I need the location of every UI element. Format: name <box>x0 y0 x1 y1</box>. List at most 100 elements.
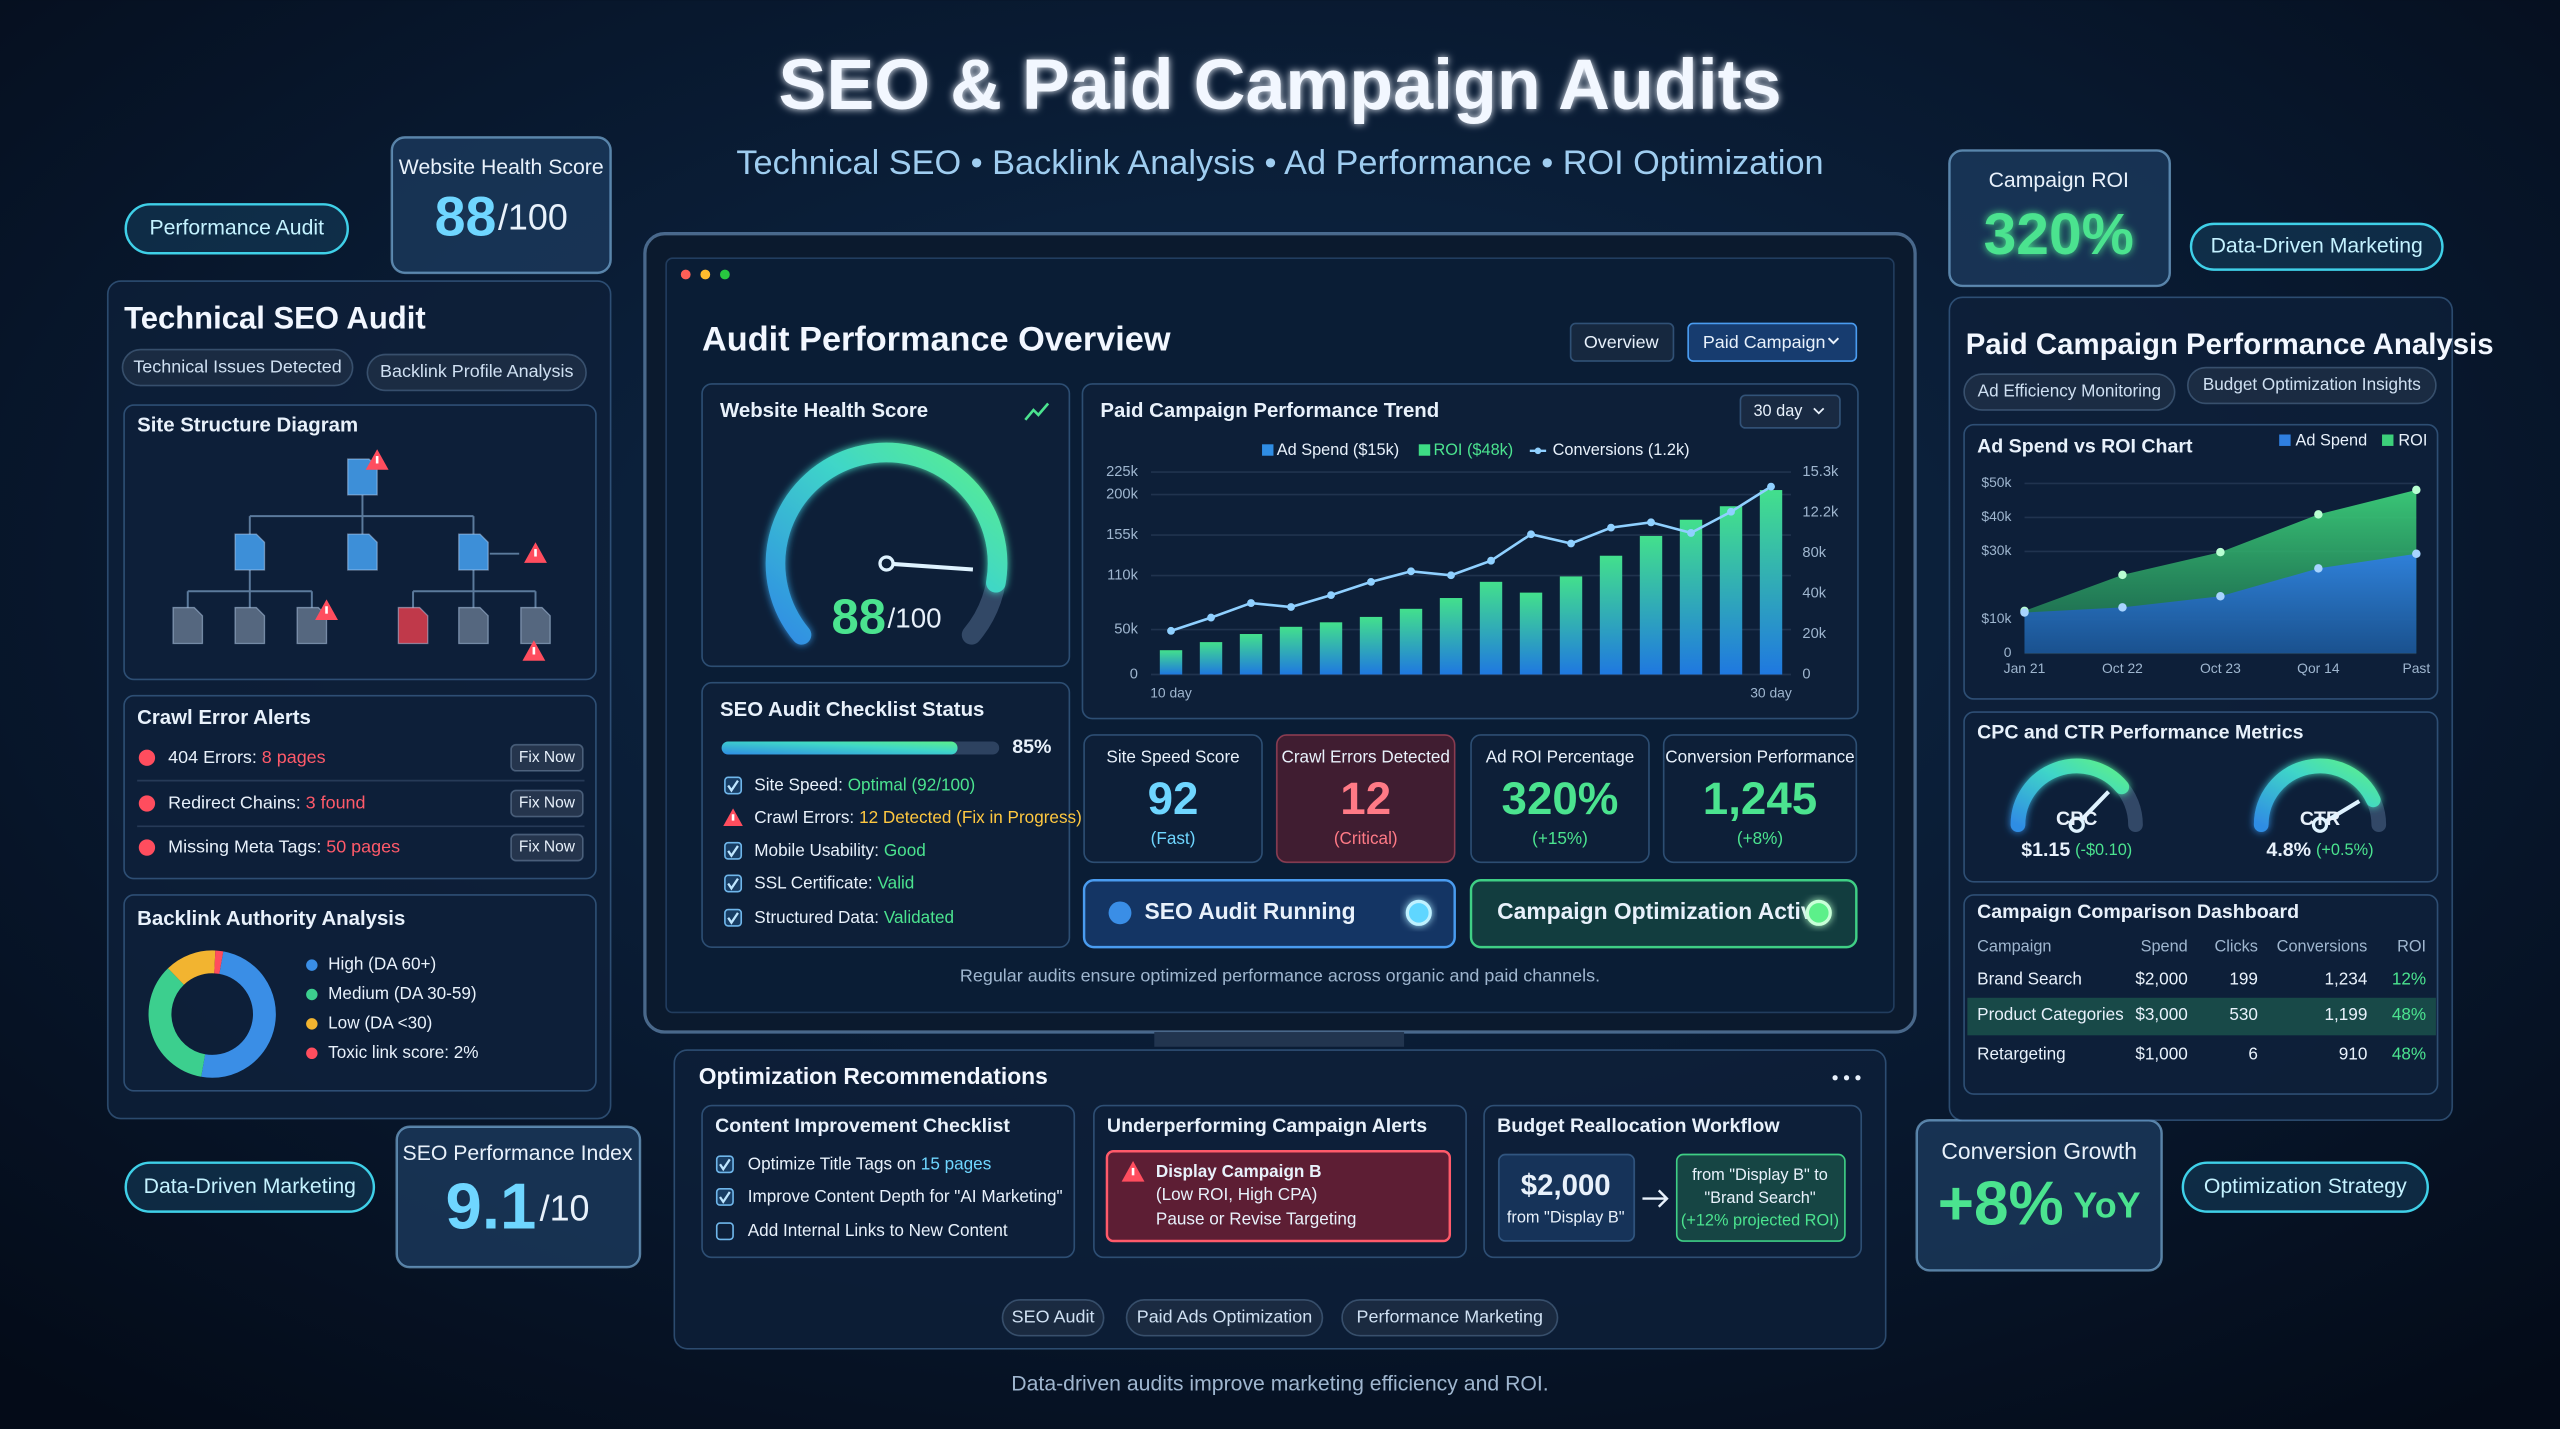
legend-swatch <box>306 1018 318 1030</box>
tab-label: Backlink Profile Analysis <box>380 361 573 381</box>
sub-panel <box>1483 1104 1863 1259</box>
badge <box>2181 1161 2429 1213</box>
text-part: Optimal (92/100) <box>848 774 976 794</box>
button[interactable] <box>1569 322 1675 362</box>
badge <box>2189 222 2444 271</box>
bar <box>1759 490 1783 675</box>
warning-mark <box>534 549 537 557</box>
connector <box>248 494 475 536</box>
fix-button[interactable] <box>510 833 584 862</box>
window-dot <box>720 269 730 280</box>
area-point <box>2412 549 2421 559</box>
rich-text: 88/100 <box>831 591 941 645</box>
line-point <box>1767 482 1775 491</box>
tab-label: Technical Issues Detected <box>133 356 341 376</box>
tab-label: Performance Marketing <box>1357 1306 1543 1326</box>
line-point <box>1287 603 1295 611</box>
legend-swatch <box>306 988 318 1001</box>
legend-swatch <box>306 959 318 971</box>
fix-button[interactable] <box>510 789 584 818</box>
connector <box>412 570 537 608</box>
badge <box>124 1161 376 1213</box>
card <box>1081 383 1859 720</box>
donut-segment <box>214 950 224 974</box>
legend-swatch <box>2279 434 2291 446</box>
legend-label: ROI ($48k) <box>1433 441 1513 459</box>
area <box>2024 553 2417 654</box>
text-part: 88 <box>831 591 885 645</box>
line-point <box>1527 530 1535 539</box>
status-button[interactable] <box>1469 878 1858 949</box>
bar <box>1439 598 1463 675</box>
bar <box>1239 634 1263 675</box>
rich-text: 4.8% (+0.5%) <box>2266 839 2373 861</box>
label: from "Display B" to <box>1692 1166 1828 1184</box>
panel-title: Audit Performance Overview <box>702 321 1171 359</box>
checkbox <box>715 1155 734 1174</box>
legend-label: Toxic link score: 2% <box>328 1042 478 1062</box>
dropdown-label: 30 day <box>1753 402 1803 420</box>
error-dot <box>138 839 156 856</box>
checkbox <box>715 1222 734 1241</box>
rich-text: +8% YoY <box>1938 1170 2141 1239</box>
bar <box>1599 555 1623 675</box>
tab-label: SEO Audit <box>1012 1306 1095 1326</box>
label: CTR <box>2300 808 2340 830</box>
x-tick-label: Oct 22 <box>2102 660 2143 676</box>
tab <box>1341 1298 1559 1337</box>
table-cell: 199 <box>2229 968 2258 988</box>
label: Conversion Performance <box>1665 746 1854 766</box>
sub-panel <box>123 694 597 880</box>
label: Ad ROI Percentage <box>1486 746 1635 766</box>
tab <box>2186 366 2437 405</box>
label: Campaign Comparison Dashboard <box>1977 901 2299 923</box>
legend-label: Ad Spend ($15k) <box>1277 441 1399 459</box>
dropdown[interactable] <box>1739 394 1841 429</box>
series-line <box>1170 485 1772 633</box>
gauge-arc <box>765 442 1008 645</box>
label: CPC and CTR Performance Metrics <box>1977 721 2303 743</box>
label: $2,000 <box>1521 1169 1611 1202</box>
table-cell: 910 <box>2339 1043 2368 1063</box>
label: Underperforming Campaign Alerts <box>1107 1115 1427 1137</box>
checkbox <box>715 1187 734 1206</box>
x-tick-label: 30 day <box>1750 685 1792 701</box>
bar <box>1159 650 1183 675</box>
label: Display Campaign B <box>1156 1161 1322 1181</box>
score-card <box>390 136 612 275</box>
table-cell: Retargeting <box>1977 1043 2066 1063</box>
rich-text: Site Speed: Optimal (92/100) <box>754 774 975 794</box>
tab <box>366 353 587 392</box>
y-tick-label: $10k <box>1981 610 2011 626</box>
bar <box>1199 642 1223 675</box>
x-tick-label: 10 day <box>1150 685 1192 701</box>
legend-swatch <box>1418 444 1431 456</box>
progress-bar <box>721 741 958 755</box>
page-icon <box>347 533 378 571</box>
y-tick-label: 200k <box>1106 486 1139 502</box>
text-part: Missing Meta Tags: <box>168 836 321 856</box>
donut-segment <box>148 968 206 1077</box>
window-dot <box>680 269 691 280</box>
table-header: ROI <box>2397 937 2426 955</box>
table-cell: $2,000 <box>2135 968 2187 988</box>
text-part: Optimize Title Tags on <box>748 1153 916 1173</box>
label: (+15%) <box>1532 828 1588 848</box>
label: (+12% projected ROI) <box>1681 1212 1839 1230</box>
rich-text: Add Internal Links to New Content <box>748 1220 1008 1240</box>
line-point <box>1727 507 1735 516</box>
button-label: Campaign Optimization Active <box>1497 898 1826 924</box>
label: Site Structure Diagram <box>137 415 358 437</box>
text-part: 3 found <box>306 792 366 812</box>
button[interactable] <box>1687 322 1858 362</box>
text-part: (+0.5%) <box>2316 841 2374 859</box>
kpi-card <box>1662 734 1858 864</box>
menu-dot <box>1855 1075 1861 1081</box>
status-button[interactable] <box>1082 878 1456 949</box>
x-tick-label: Oct 23 <box>2200 660 2241 676</box>
rich-text: Improve Content Depth for "AI Marketing" <box>748 1185 1063 1205</box>
bar <box>1719 506 1743 675</box>
text-part: (-$0.10) <box>2075 841 2132 859</box>
fix-button[interactable] <box>510 743 584 772</box>
label: 1,245 <box>1703 773 1817 824</box>
